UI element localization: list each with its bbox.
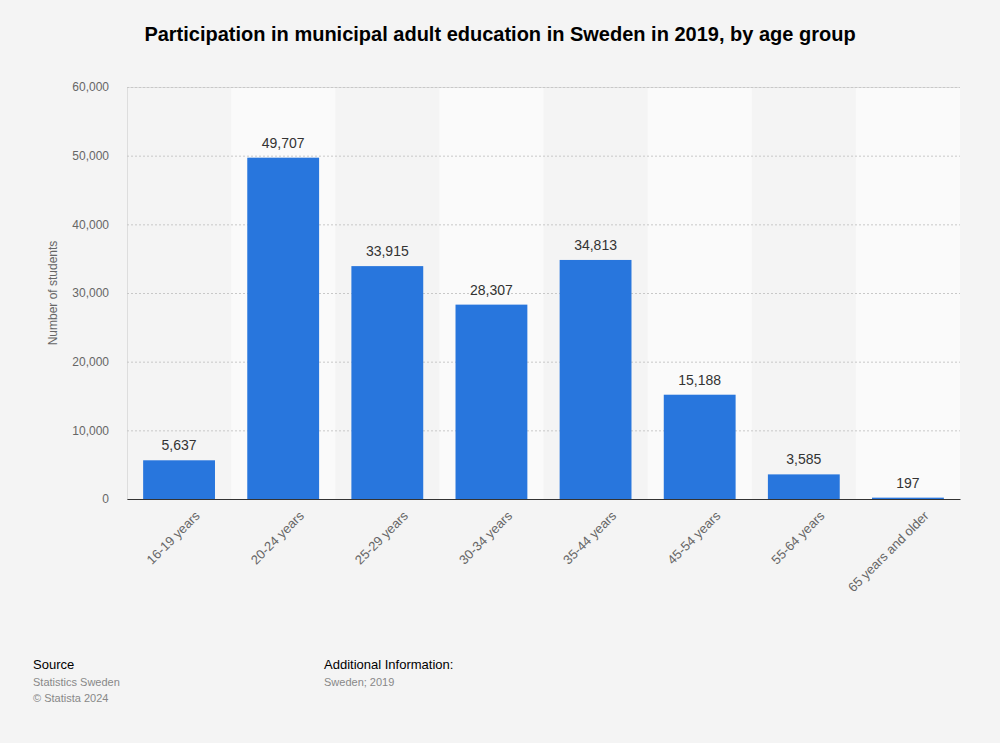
x-tick: 35-44 years	[560, 499, 620, 567]
y-axis-title: Number of students	[46, 241, 60, 346]
y-tick-label: 60,000	[72, 80, 109, 94]
x-axis: 16-19 years 20-24 years 25-29 years 30-34 y…	[128, 499, 961, 595]
y-tick-label: 40,000	[72, 218, 109, 232]
bar	[872, 498, 944, 499]
data-label: 28,307	[470, 282, 513, 298]
y-tick-label: 30,000	[72, 286, 109, 300]
x-tick: 16-19 years	[144, 499, 204, 567]
x-tick: 55-64 years	[768, 499, 828, 567]
bar	[768, 474, 840, 499]
bar	[664, 395, 736, 499]
y-tick-label: 50,000	[72, 149, 109, 163]
data-label: 34,813	[574, 237, 617, 253]
source-label: Source	[33, 657, 74, 672]
x-tick-label: 45-54 years	[664, 508, 724, 568]
source-text: © Statista 2024	[33, 692, 108, 704]
plot: 0 10,000 20,000 30,000 40,000 50,000 60,000 16-…	[72, 80, 960, 595]
x-tick-label: 35-44 years	[560, 508, 620, 568]
y-tick: 40,000	[72, 218, 960, 232]
stripe	[439, 87, 543, 499]
y-axis-line	[128, 88, 961, 500]
data-label: 49,707	[262, 135, 305, 151]
data-label: 197	[896, 475, 920, 491]
x-tick-label: 65 years and older	[845, 508, 932, 595]
stripes	[231, 87, 960, 499]
y-tick: 50,000	[72, 149, 960, 163]
bars	[143, 158, 944, 499]
x-tick-label: 30-34 years	[456, 508, 516, 568]
data-label: 3,585	[786, 451, 821, 467]
x-tick: 65 years and older	[845, 499, 932, 595]
data-label: 15,188	[678, 372, 721, 388]
y-tick: 60,000	[72, 80, 960, 94]
grid-line	[127, 87, 960, 88]
x-tick-label: 25-29 years	[352, 508, 412, 568]
info-label: Additional Information:	[324, 657, 453, 672]
bar	[351, 266, 423, 499]
y-tick-label: 0	[102, 492, 109, 506]
y-tick: 30,000	[72, 286, 960, 300]
x-tick: 20-24 years	[248, 499, 308, 567]
grid-line	[127, 499, 960, 500]
x-tick-label: 55-64 years	[768, 508, 828, 568]
bar	[143, 460, 215, 499]
info-text: Sweden; 2019	[324, 676, 394, 688]
stripe	[231, 87, 335, 499]
x-tick: 45-54 years	[664, 499, 724, 567]
grid-line	[127, 156, 960, 157]
y-tick-label: 10,000	[72, 424, 109, 438]
data-label: 5,637	[162, 437, 197, 453]
y-axis: 0 10,000 20,000 30,000 40,000 50,000 60,000	[72, 80, 960, 506]
bar	[560, 260, 632, 499]
x-tick: 30-34 years	[456, 499, 516, 567]
title: Participation in municipal adult educati…	[144, 23, 855, 45]
background	[0, 0, 1000, 743]
y-tick-label: 20,000	[72, 355, 109, 369]
x-tick: 25-29 years	[352, 499, 412, 567]
chart: Participation in municipal adult educati…	[0, 0, 1000, 743]
stripe	[648, 87, 752, 499]
data-label: 33,915	[366, 243, 409, 259]
stripe	[856, 87, 960, 499]
x-tick-label: 20-24 years	[248, 508, 308, 568]
x-tick-label: 16-19 years	[144, 508, 204, 568]
bar	[247, 158, 319, 499]
x-axis-line	[128, 499, 961, 500]
footer: Source Statistics Sweden © Statista 2024 Ad…	[33, 657, 453, 704]
data-labels: 5,637 49,707 33,915 28,307 34,813 15,188 3,585…	[162, 135, 920, 491]
source-text: Statistics Sweden	[33, 676, 120, 688]
bar	[456, 305, 528, 499]
